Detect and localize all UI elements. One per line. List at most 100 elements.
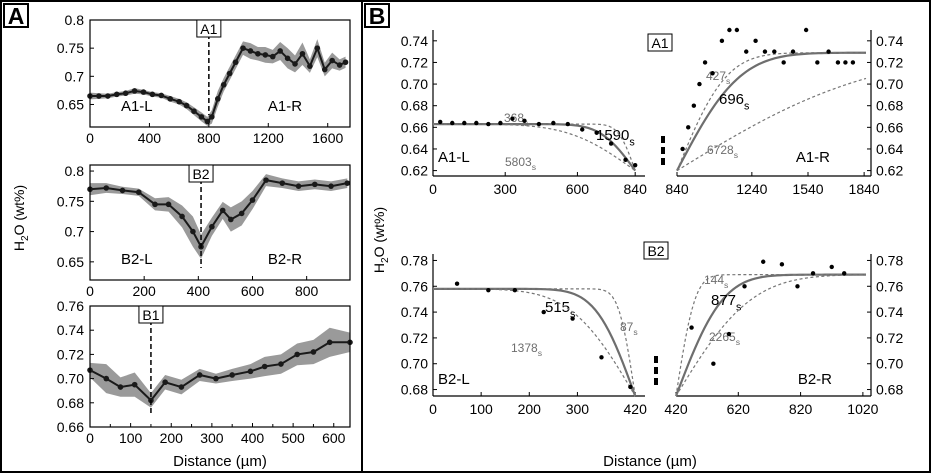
b_b2-L-xtick-label: 420 xyxy=(624,401,648,417)
b1-data-point xyxy=(247,368,254,375)
b_a1-title-box xyxy=(647,33,673,52)
b_a1-R-data-point xyxy=(772,49,777,54)
b_b2-R-data-point xyxy=(711,361,716,366)
panel-a-letter-box xyxy=(3,3,29,28)
b_b2-L-data-point xyxy=(541,309,546,315)
panel-b-ylabel: H2O (wt%) xyxy=(371,207,391,273)
a1-data-point xyxy=(176,98,182,105)
b_a1-R-region-label: A1-R xyxy=(796,149,830,166)
b_a1-L-data-point xyxy=(438,119,443,125)
b_a1-right-ytick-label: 0.66 xyxy=(876,119,903,135)
b1-plot-frame xyxy=(89,305,351,428)
a1-data-point xyxy=(122,90,129,97)
b_b2-L-xtick-label: 300 xyxy=(566,401,590,417)
b_a1-left-ytick-label: 0.64 xyxy=(401,141,428,157)
b_a1-L-data-point xyxy=(522,118,527,124)
b2-ytick-label: 0.7 xyxy=(65,224,85,240)
a1-xtick-label: 800 xyxy=(197,130,221,146)
b2-ytick-label: 0.8 xyxy=(65,163,85,179)
b_a1-right-ytick-label: 0.74 xyxy=(876,33,903,49)
b2-data-point xyxy=(328,183,334,189)
a1-data-point xyxy=(105,93,111,99)
b2-data-point xyxy=(263,177,269,183)
b2-plot-frame xyxy=(89,164,351,281)
b_a1-left-ytick-label: 0.72 xyxy=(401,54,428,70)
a1-data-point xyxy=(240,45,246,51)
b2-title-box xyxy=(188,164,214,183)
a1-data-point xyxy=(149,91,156,98)
b_a1-R-xtick-label: 1840 xyxy=(849,181,880,197)
chart-b_a1: 0.62 0.64 0.66 0.68 0.70 0.72 0.74 0 300 600 840 15… xyxy=(401,27,903,197)
b2-data-point xyxy=(344,180,351,186)
panel-b-frame xyxy=(361,0,931,473)
b1-data-point xyxy=(310,349,317,355)
b_a1-R-data-point xyxy=(697,81,702,87)
panel-a-ylabel: H2O (wt%) xyxy=(11,185,31,251)
b2-data-point xyxy=(179,213,185,220)
b_a1-R-data-point xyxy=(710,71,715,76)
b_a1-R-data-point xyxy=(850,60,856,65)
b_a1-L-xtick-label: 600 xyxy=(566,181,590,197)
a1-data-point xyxy=(329,57,335,64)
b_a1-left-ytick-label: 0.68 xyxy=(401,98,428,114)
b2-data-point xyxy=(119,187,126,194)
b2-data-point xyxy=(135,189,142,196)
a1-xtick-label: 400 xyxy=(138,130,162,146)
a1-data-point xyxy=(342,59,349,66)
b_a1-L-fit-label: 5803s xyxy=(505,155,536,172)
chart-a1: 0 400 800 1200 1600 0.65 0.7 0.75 0.8 A1 A1-L A1-R xyxy=(57,12,351,146)
b2-data-point xyxy=(228,216,234,223)
b1-uncertainty-band xyxy=(90,327,350,408)
b_b2-R-xtick-label: 420 xyxy=(664,401,688,417)
b_a1-L-region-label: A1-L xyxy=(438,149,470,166)
b_b2-R-xtick-label: 620 xyxy=(727,401,751,417)
b_a1-R-data-point xyxy=(781,60,786,65)
b_a1-R-fit-label: 6728s xyxy=(707,143,738,160)
b2-data-point xyxy=(238,210,245,217)
b1-xtick-label: 200 xyxy=(160,430,184,446)
b_a1-R-data-point xyxy=(702,60,708,65)
b_b2-left-ytick-label: 0.68 xyxy=(401,382,428,398)
b1-title: B1 xyxy=(142,307,159,323)
b1-ytick-label: 0.76 xyxy=(57,298,84,314)
b_a1-L-xtick-label: 840 xyxy=(624,181,648,197)
b_a1-R-data-point xyxy=(762,49,768,54)
panel-a-letter: A xyxy=(8,3,25,29)
b_a1-left-ytick-label: 0.70 xyxy=(401,76,428,92)
b_b2-R-xtick-label: 820 xyxy=(789,401,813,417)
a1-ytick-label: 0.65 xyxy=(57,96,84,112)
b_a1-L-data-point xyxy=(623,157,628,162)
b_a1-L-data-point xyxy=(608,141,614,146)
b1-data-point xyxy=(261,363,268,370)
b2-region-left: B2-L xyxy=(121,251,153,268)
chart-b_b2: 0.68 0.70 0.72 0.74 0.76 0.78 0 100 200 300 420 515… xyxy=(401,241,903,417)
b_b2-L-fit-label: 1378s xyxy=(511,341,542,358)
b_a1-R-data-point xyxy=(803,27,809,33)
b_b2-L-data-point xyxy=(570,316,575,321)
b1-ytick-label: 0.72 xyxy=(57,346,84,362)
b_b2-L-data-point xyxy=(486,287,491,293)
b_b2-right-ytick-label: 0.72 xyxy=(876,330,903,346)
b_b2-R-fit-best xyxy=(674,273,867,397)
b2-data-point xyxy=(165,201,172,208)
a1-ytick-label: 0.75 xyxy=(57,40,84,56)
b_a1-L-xtick-label: 300 xyxy=(494,181,518,197)
b_a1-R-data-point xyxy=(815,60,820,65)
b2-data-point xyxy=(311,181,318,188)
b1-ytick-label: 0.70 xyxy=(57,371,84,387)
b_a1-R-fit-label: 696s xyxy=(719,91,750,112)
a1-xtick-label: 1200 xyxy=(253,130,284,146)
b1-xtick-label: 100 xyxy=(119,430,143,446)
b_b2-title-box xyxy=(643,241,669,260)
b_a1-R-data-point xyxy=(680,146,685,152)
b2-data-point xyxy=(103,185,110,191)
b_b2-R-fit-label: 2265s xyxy=(709,330,740,347)
b_a1-R-xtick-label: 1540 xyxy=(792,181,823,197)
b_b2-L-data-point xyxy=(454,281,460,286)
panel-a-ylabel-group: H2O (wt%) xyxy=(11,185,31,251)
b_a1-R-xtick-label: 840 xyxy=(665,181,689,197)
b2-data-point xyxy=(249,197,256,203)
a1-data-point xyxy=(113,91,120,98)
b2-ytick-label: 0.75 xyxy=(57,193,84,209)
b2-xtick-label: 200 xyxy=(132,283,156,299)
